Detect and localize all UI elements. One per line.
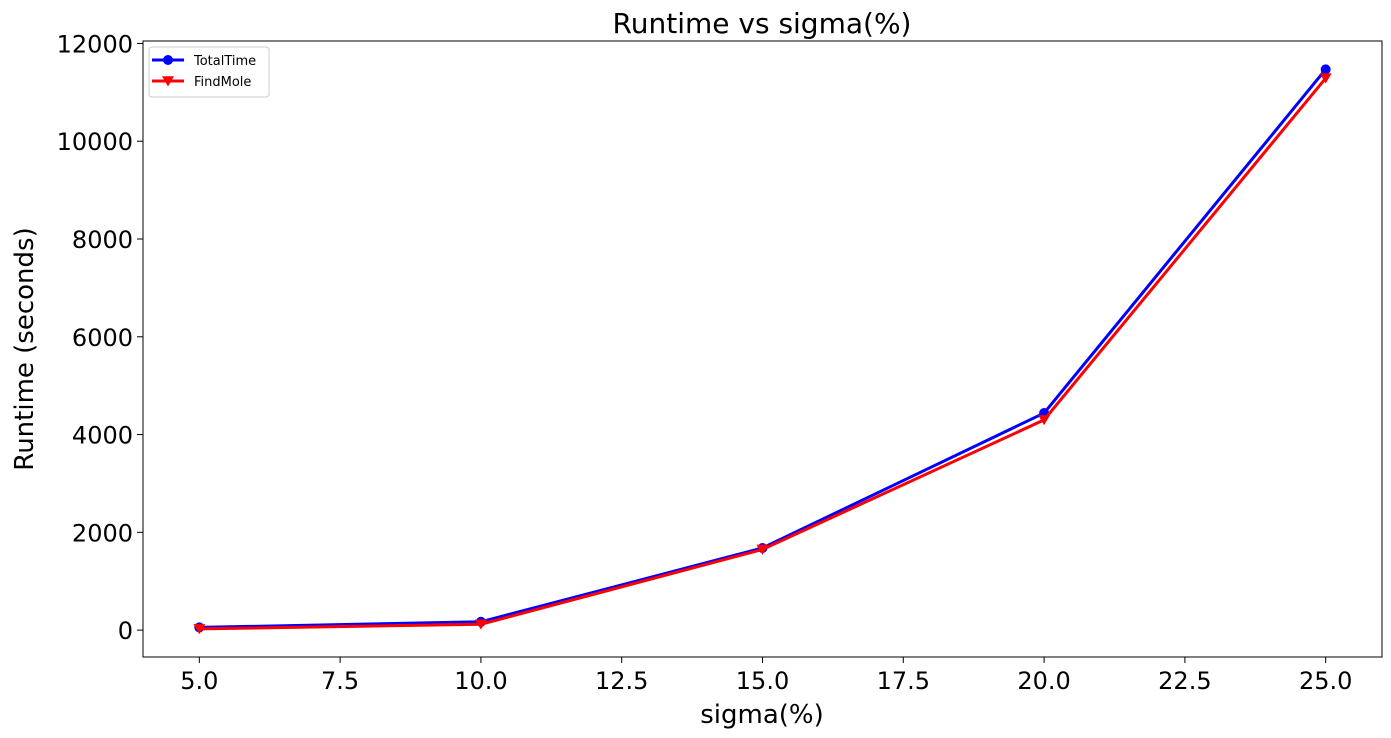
y-tick-label: 2000 <box>72 519 133 547</box>
x-axis-title: sigma(%) <box>700 700 824 730</box>
legend-label-totaltime: TotalTime <box>193 54 256 69</box>
x-tick-label: 15.0 <box>736 667 789 695</box>
x-tick-label: 17.5 <box>877 667 930 695</box>
plot-area <box>142 40 1383 658</box>
data-point-findmole <box>1038 415 1051 426</box>
data-point-findmole <box>474 619 487 630</box>
chart-title: Runtime vs sigma(%) <box>613 7 912 40</box>
y-tick-label: 6000 <box>72 324 133 352</box>
x-axis: 5.0 7.5 10.0 12.5 15.0 17.5 20.0 22.5 25.0 <box>180 657 1352 695</box>
y-axis: 0 2000 4000 6000 8000 10000 12000 <box>57 30 143 645</box>
legend-label-findmole: FindMole <box>194 75 251 90</box>
x-tick-label: 7.5 <box>321 667 359 695</box>
y-tick-label: 8000 <box>72 226 133 254</box>
x-tick-label: 22.5 <box>1158 667 1211 695</box>
legend-item-totaltime: TotalTime <box>152 54 256 69</box>
x-tick-label: 25.0 <box>1299 667 1352 695</box>
x-tick-label: 12.5 <box>595 667 648 695</box>
legend-marker-findmole <box>162 76 174 87</box>
series-layer <box>193 64 1332 635</box>
y-tick-label: 10000 <box>57 128 133 156</box>
y-tick-label: 4000 <box>72 422 133 450</box>
data-point-totaltime <box>1320 64 1331 75</box>
legend: TotalTime FindMole <box>148 46 270 98</box>
legend-item-findmole: FindMole <box>152 75 251 90</box>
y-axis-title: Runtime (seconds) <box>10 227 40 470</box>
series-findmole <box>193 73 1332 635</box>
data-point-findmole <box>193 624 206 635</box>
x-tick-label: 20.0 <box>1017 667 1070 695</box>
data-point-findmole <box>1319 73 1332 84</box>
y-tick-label: 0 <box>118 617 133 645</box>
x-tick-label: 5.0 <box>180 667 218 695</box>
legend-marker-totaltime <box>163 55 173 65</box>
y-tick-label: 12000 <box>57 30 133 58</box>
data-point-findmole <box>756 544 769 555</box>
x-tick-label: 10.0 <box>454 667 507 695</box>
